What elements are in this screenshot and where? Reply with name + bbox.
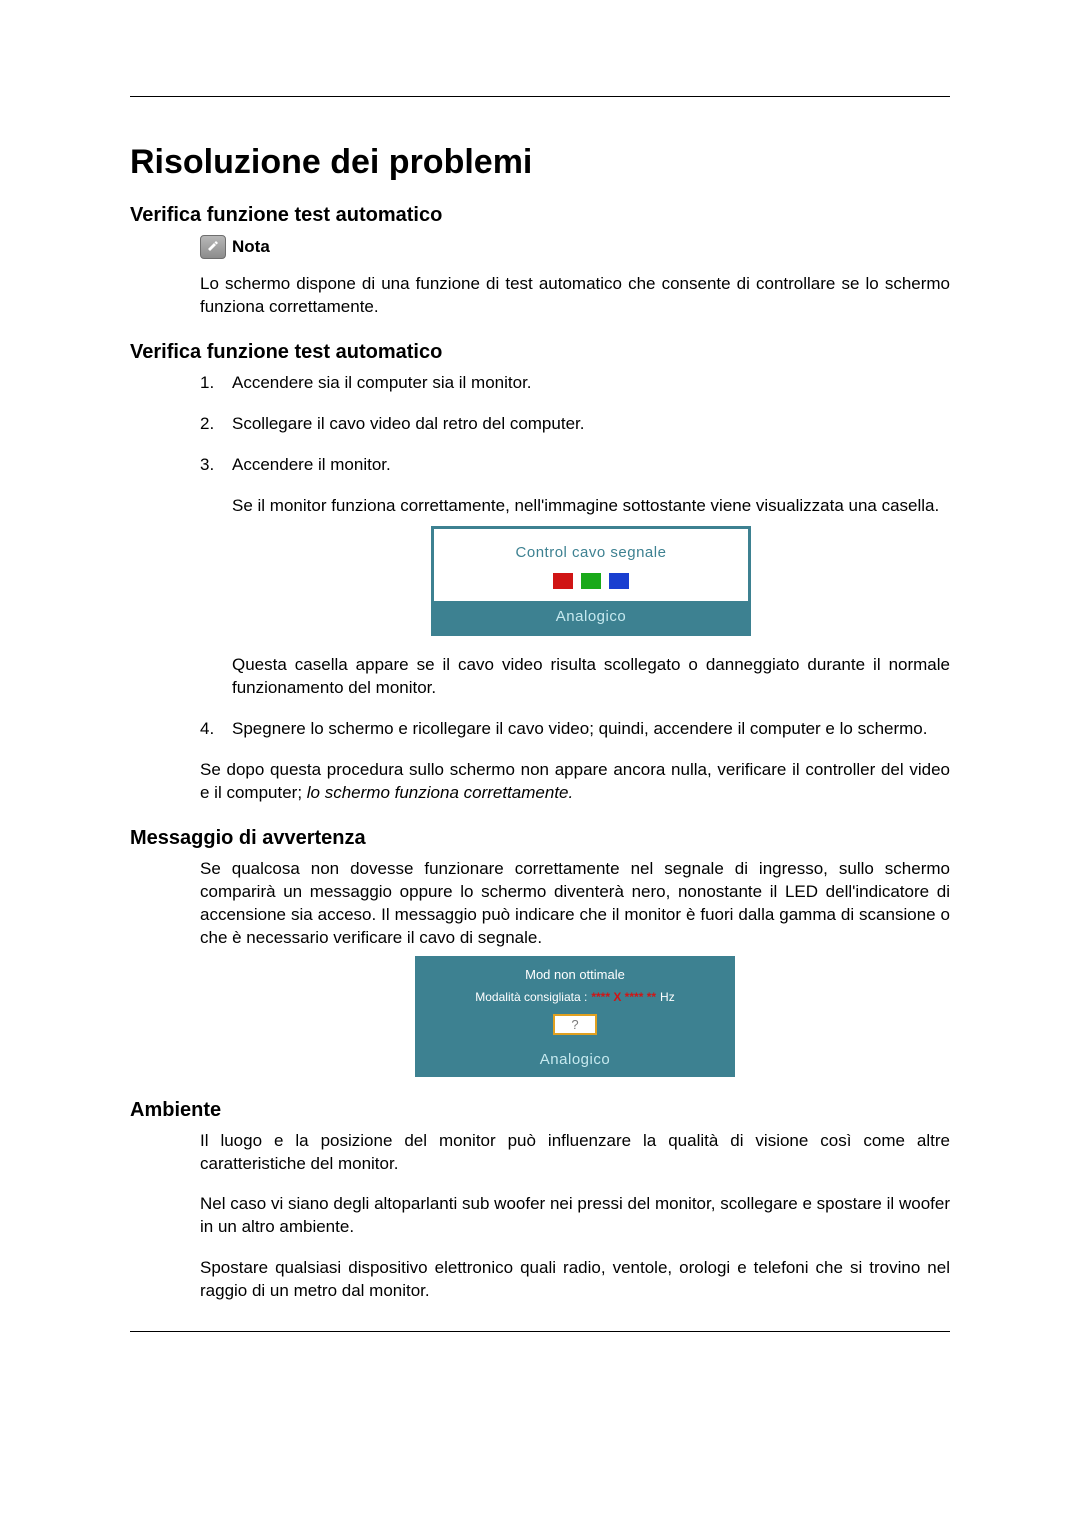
section-heading: Messaggio di avvertenza (130, 827, 950, 850)
note-row: Nota (200, 235, 950, 259)
list-item: Accendere sia il computer sia il monitor… (200, 372, 950, 395)
step-text: Accendere sia il computer sia il monitor… (232, 373, 532, 392)
document-page: Risoluzione dei problemi Verifica funzio… (0, 0, 1080, 1392)
env-p1: Il luogo e la posizione del monitor può … (200, 1130, 950, 1176)
step-after-text: Questa casella appare se il cavo video r… (232, 654, 950, 700)
osd-color-squares (553, 573, 629, 589)
osd-dialog-wrapper: Control cavo segnale Analogico (232, 526, 950, 637)
top-rule (130, 96, 950, 97)
bottom-rule (130, 1331, 950, 1332)
ordered-steps: Accendere sia il computer sia il monitor… (200, 372, 950, 741)
step-text: Spegnere lo schermo e ricollegare il cav… (232, 719, 927, 738)
note-block: Nota Lo schermo dispone di una funzione … (200, 235, 950, 319)
list-item: Scollegare il cavo video dal retro del c… (200, 413, 950, 436)
env-p3: Spostare qualsiasi dispositivo elettroni… (200, 1257, 950, 1303)
closing-part-b-italic: lo schermo funziona correttamente. (307, 783, 573, 802)
note-icon (200, 235, 226, 259)
section-heading: Verifica funzione test automatico (130, 204, 950, 227)
blue-square (609, 573, 629, 589)
osd-line2-b: **** X **** ** (591, 990, 656, 1004)
green-square (581, 573, 601, 589)
osd-top-panel: Mod non ottimale Modalità consigliata : … (418, 959, 732, 1045)
osd-line2-a: Modalità consigliata : (475, 990, 587, 1004)
step-text: Scollegare il cavo video dal retro del c… (232, 414, 584, 433)
osd-help-button: ? (553, 1014, 596, 1035)
osd-footer: Analogico (434, 601, 748, 633)
osd-footer: Analogico (418, 1045, 732, 1074)
osd-top-panel: Control cavo segnale (434, 529, 748, 601)
page-title: Risoluzione dei problemi (130, 143, 950, 182)
section-body: Se qualcosa non dovesse funzionare corre… (200, 858, 950, 1077)
list-item: Accendere il monitor. Se il monitor funz… (200, 454, 950, 700)
osd-not-optimum-mode: Mod non ottimale Modalità consigliata : … (415, 956, 735, 1077)
osd-check-signal-cable: Control cavo segnale Analogico (431, 526, 751, 637)
env-p2: Nel caso vi siano degli altoparlanti sub… (200, 1193, 950, 1239)
section-body: Il luogo e la posizione del monitor può … (200, 1130, 950, 1304)
step-text: Accendere il monitor. (232, 455, 391, 474)
note-text: Lo schermo dispone di una funzione di te… (200, 273, 950, 319)
osd-title: Control cavo segnale (516, 543, 667, 563)
closing-block: Se dopo questa procedura sullo schermo n… (200, 759, 950, 805)
step-subtext: Se il monitor funziona correttamente, ne… (232, 495, 950, 518)
osd-line2: Modalità consigliata : **** X **** ** Hz (475, 990, 674, 1004)
list-item: Spegnere lo schermo e ricollegare il cav… (200, 718, 950, 741)
closing-text: Se dopo questa procedura sullo schermo n… (200, 759, 950, 805)
osd-dialog-wrapper: Mod non ottimale Modalità consigliata : … (200, 956, 950, 1077)
note-label: Nota (232, 237, 270, 257)
section-heading: Verifica funzione test automatico (130, 341, 950, 364)
red-square (553, 573, 573, 589)
osd-line2-c: Hz (660, 990, 675, 1004)
section-heading: Ambiente (130, 1099, 950, 1122)
warning-text: Se qualcosa non dovesse funzionare corre… (200, 858, 950, 950)
osd-line1: Mod non ottimale (525, 967, 625, 982)
